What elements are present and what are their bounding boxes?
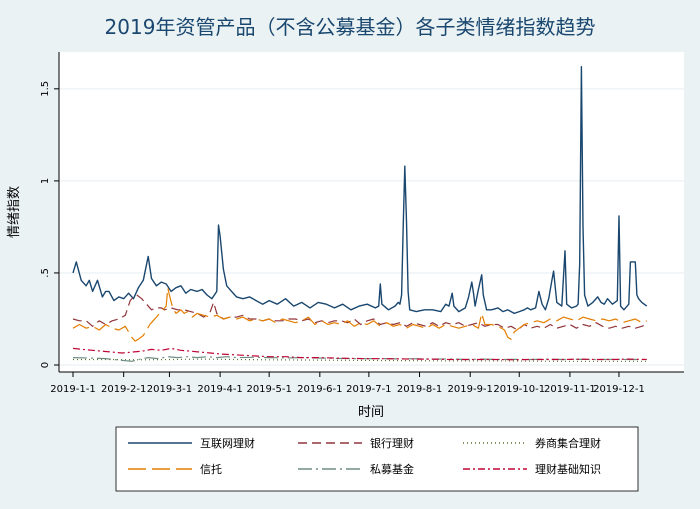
x-tick-label-10: 2019-11-1 <box>544 384 596 395</box>
x-tick-label-4: 2019-5-1 <box>246 384 291 395</box>
x-tick-label-11: 2019-12-1 <box>593 384 645 395</box>
y-tick-label-3: 1.5 <box>40 81 51 97</box>
x-tick-label-0: 2019-1-1 <box>50 384 95 395</box>
series-line-0 <box>72 65 648 315</box>
y-tick-label-2: 1 <box>40 178 51 184</box>
x-axis-ticks: 2019-1-1 2019-2-1 2019-3-1 2019-4-1 2019-5-1… <box>50 372 645 395</box>
legend-label-4: 私募基金 <box>370 462 414 476</box>
x-tick-label-1: 2019-2-1 <box>101 384 146 395</box>
x-tick-label-5: 2019-6-1 <box>297 384 342 395</box>
legend-label-0: 互联网理财 <box>200 436 255 450</box>
chart-title: 2019年资管产品（不含公募基金）各子类情绪指数趋势 <box>105 15 596 39</box>
series-group <box>72 65 648 362</box>
x-tick-label-9: 2019-10-1 <box>493 384 545 395</box>
x-axis-label: 时间 <box>358 405 384 420</box>
y-axis-label: 情绪指数 <box>7 186 22 238</box>
legend-box <box>115 426 639 492</box>
x-tick-label-8: 2019-9-1 <box>448 384 493 395</box>
legend-label-5: 理财基础知识 <box>535 462 601 476</box>
legend-label-3: 信托 <box>200 462 222 476</box>
legend-label-2: 券商集合理财 <box>535 436 601 450</box>
series-line-1 <box>72 294 648 331</box>
series-line-3 <box>72 287 648 342</box>
plot-area <box>59 52 684 372</box>
series-line-5 <box>72 347 647 361</box>
x-tick-label-2: 2019-3-1 <box>147 384 192 395</box>
y-tick-label-1: .5 <box>40 268 51 278</box>
x-tick-label-3: 2019-4-1 <box>197 384 242 395</box>
legend-label-1: 银行理财 <box>370 436 414 450</box>
y-axis-ticks: 0 .5 1 1.5 <box>40 81 59 368</box>
y-tick-label-0: 0 <box>40 362 51 368</box>
x-tick-label-7: 2019-8-1 <box>397 384 442 395</box>
x-tick-label-6: 2019-7-1 <box>346 384 391 395</box>
